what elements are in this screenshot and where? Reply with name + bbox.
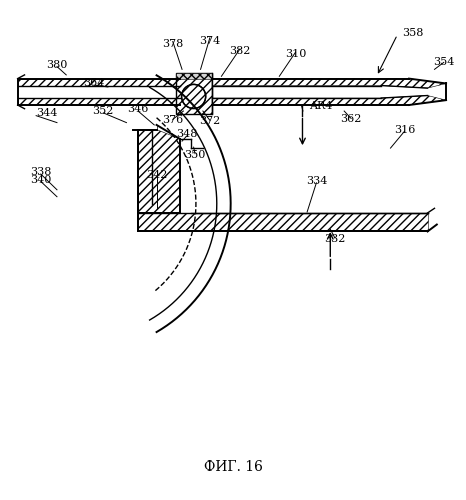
Polygon shape bbox=[18, 98, 180, 105]
Text: ФИГ. 16: ФИГ. 16 bbox=[204, 460, 262, 474]
Text: AR4: AR4 bbox=[309, 102, 333, 112]
Polygon shape bbox=[212, 96, 446, 105]
Text: 378: 378 bbox=[162, 40, 184, 50]
Text: 380: 380 bbox=[46, 60, 68, 70]
Text: 358: 358 bbox=[402, 28, 424, 38]
Text: 348: 348 bbox=[176, 129, 198, 139]
Text: 344: 344 bbox=[36, 108, 57, 118]
Text: 310: 310 bbox=[285, 48, 306, 58]
Text: 316: 316 bbox=[394, 124, 415, 134]
Polygon shape bbox=[212, 78, 446, 88]
Text: 354: 354 bbox=[433, 58, 454, 68]
Text: 346: 346 bbox=[127, 104, 149, 114]
Text: 382: 382 bbox=[229, 46, 251, 56]
Text: 352: 352 bbox=[93, 106, 114, 116]
Text: 340: 340 bbox=[30, 174, 51, 184]
Text: 342: 342 bbox=[146, 170, 167, 180]
Polygon shape bbox=[18, 78, 180, 86]
Polygon shape bbox=[138, 213, 427, 232]
Text: 376: 376 bbox=[162, 116, 184, 126]
Text: 350: 350 bbox=[185, 150, 206, 160]
Polygon shape bbox=[177, 73, 212, 78]
Circle shape bbox=[182, 84, 206, 108]
Text: 364: 364 bbox=[83, 78, 105, 88]
Text: 362: 362 bbox=[341, 114, 362, 124]
Text: 334: 334 bbox=[306, 176, 327, 186]
Text: 332: 332 bbox=[324, 234, 346, 244]
Polygon shape bbox=[138, 130, 180, 213]
Polygon shape bbox=[177, 73, 212, 114]
Text: 338: 338 bbox=[30, 167, 51, 177]
Text: 374: 374 bbox=[199, 36, 220, 46]
Text: 372: 372 bbox=[199, 116, 220, 126]
